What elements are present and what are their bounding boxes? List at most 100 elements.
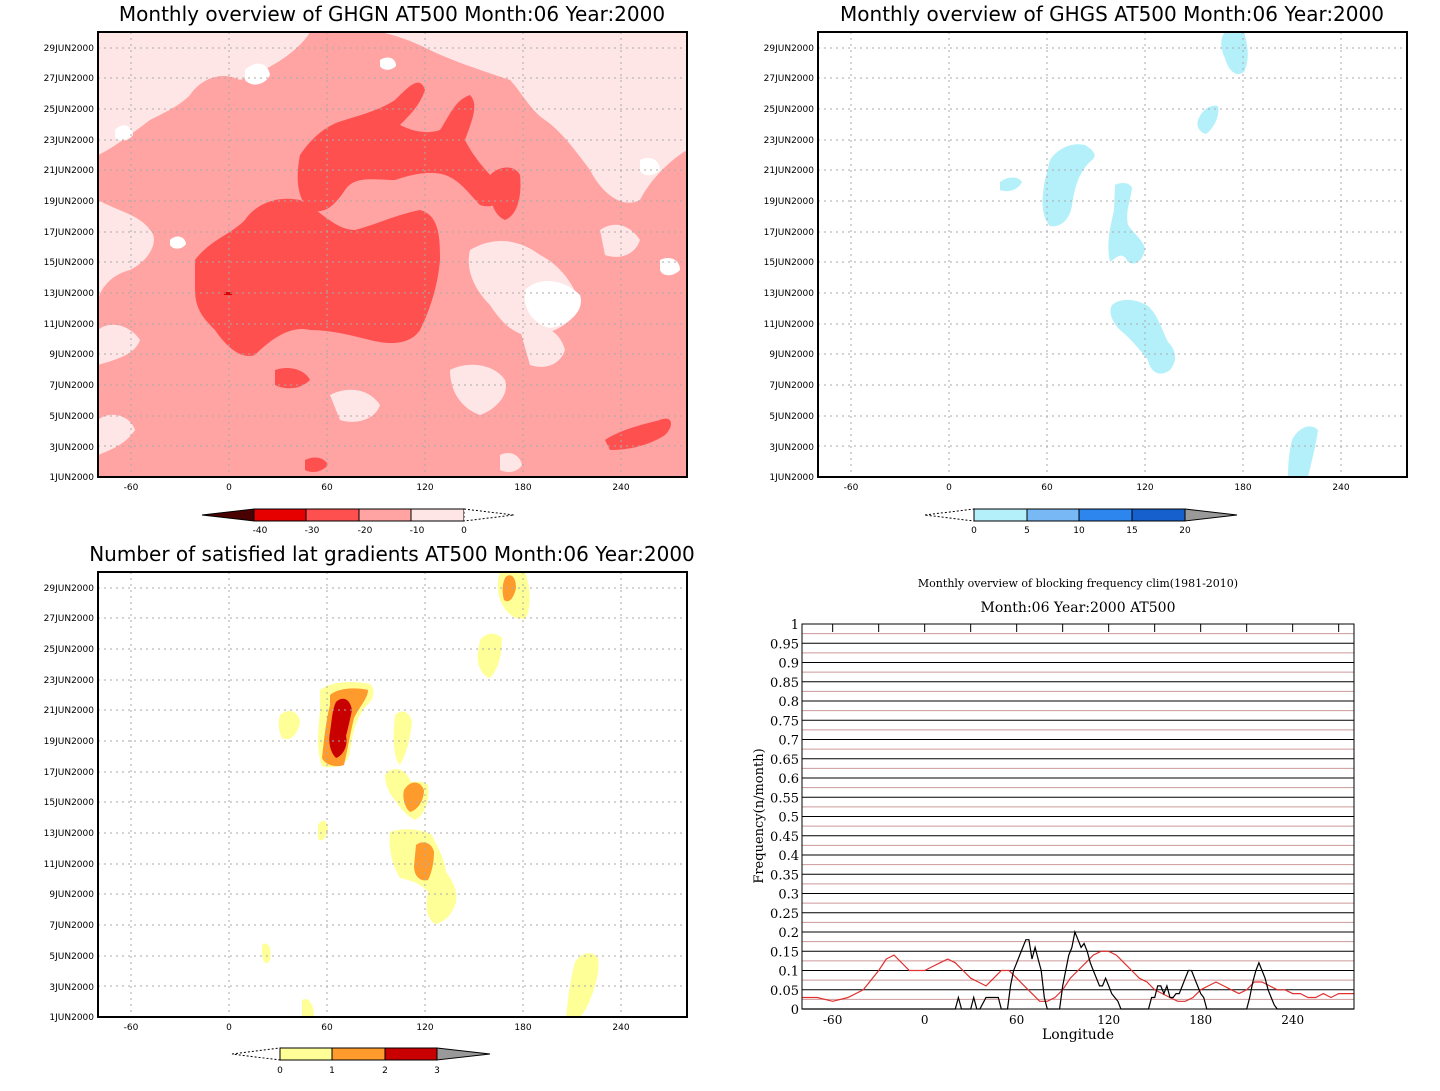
freq-y-tick-label: 0.6 <box>778 772 799 787</box>
y-tick-label: 1JUN2000 <box>49 1013 94 1023</box>
panel-ghgs: Monthly overview of GHGS AT500 Month:06 … <box>764 2 1408 536</box>
freq-x-tick-label: 180 <box>1189 1013 1212 1027</box>
gradients-colorbar: 0 1 2 3 <box>231 1047 491 1076</box>
colorbar-label: 3 <box>434 1066 440 1076</box>
freq-x-tick-label: -60 <box>823 1013 842 1027</box>
y-tick-label: 9JUN2000 <box>49 890 94 900</box>
y-tick-label: 5JUN2000 <box>49 412 94 422</box>
ghgs-grid <box>818 32 1407 477</box>
x-tick-label: 120 <box>1136 483 1153 493</box>
y-tick-label: 29JUN2000 <box>44 584 95 594</box>
ghgs-colorbar: 0 5 10 15 20 <box>924 508 1238 536</box>
gradients-contours <box>98 572 687 1017</box>
ghgn-title: Monthly overview of GHGN AT500 Month:06 … <box>119 2 665 26</box>
y-tick-label: 17JUN2000 <box>44 228 95 238</box>
colorbar-label: 15 <box>1126 526 1137 536</box>
colorbar-label: 20 <box>1179 526 1191 536</box>
y-tick-label: 25JUN2000 <box>764 105 815 115</box>
freq-y-tick-label: 0 <box>791 1003 799 1018</box>
freq-y-tick-label: 0.8 <box>778 695 799 710</box>
freq-x-tick-label: 0 <box>921 1013 929 1027</box>
x-tick-label: -60 <box>124 483 139 493</box>
x-tick-label: -60 <box>124 1023 139 1033</box>
ghgs-contours <box>818 32 1407 477</box>
y-tick-label: 23JUN2000 <box>44 676 95 686</box>
y-tick-label: 1JUN2000 <box>49 473 94 483</box>
panel-blocking-frequency: Monthly overview of blocking frequency c… <box>752 577 1355 1043</box>
colorbar-label: 0 <box>277 1066 283 1076</box>
freq-y-tick-label: 0.55 <box>770 791 799 806</box>
y-tick-label: 9JUN2000 <box>49 350 94 360</box>
y-tick-label: 27JUN2000 <box>44 614 95 624</box>
x-tick-label: 180 <box>514 1023 531 1033</box>
panel-ghgn: Monthly overview of GHGN AT500 Month:06 … <box>44 2 688 536</box>
freq-y-tick-label: 0.05 <box>770 984 799 999</box>
x-tick-label: 0 <box>226 1023 232 1033</box>
freq-frame <box>801 623 1355 1010</box>
panel-lat-gradients: Number of satisfied lat gradients AT500 … <box>44 542 695 1076</box>
y-tick-label: 7JUN2000 <box>49 381 94 391</box>
y-tick-label: 25JUN2000 <box>44 645 95 655</box>
ghgn-colorbar: -40 -30 -20 -10 0 <box>201 508 515 536</box>
gradients-y-axis: 1JUN2000 3JUN2000 5JUN2000 7JUN2000 9JUN… <box>44 584 95 1023</box>
colorbar-label: 0 <box>461 526 467 536</box>
freq-x-label: Longitude <box>1042 1027 1114 1043</box>
x-tick-label: 240 <box>1332 483 1349 493</box>
freq-y-tick-label: 0.1 <box>778 965 799 980</box>
x-tick-label: 180 <box>1234 483 1251 493</box>
freq-y-tick-label: 0.75 <box>770 714 799 729</box>
y-tick-label: 27JUN2000 <box>764 74 815 84</box>
freq-x-axis: -60 0 60 120 180 240 <box>823 624 1340 1027</box>
y-tick-label: 23JUN2000 <box>764 136 815 146</box>
ghgs-frame <box>817 31 1408 478</box>
freq-x-tick-label: 240 <box>1281 1013 1304 1027</box>
y-tick-label: 3JUN2000 <box>49 983 94 993</box>
colorbar-label: 5 <box>1024 526 1030 536</box>
x-tick-label: 240 <box>612 483 629 493</box>
gradients-title: Number of satisfied lat gradients AT500 … <box>89 542 695 566</box>
y-tick-label: 15JUN2000 <box>44 258 95 268</box>
y-tick-label: 23JUN2000 <box>44 136 95 146</box>
freq-x-tick-label: 120 <box>1097 1013 1120 1027</box>
y-tick-label: 13JUN2000 <box>44 829 95 839</box>
freq-subtitle: Month:06 Year:2000 AT500 <box>981 600 1176 616</box>
freq-y-tick-label: 0.4 <box>778 849 799 864</box>
y-tick-label: 7JUN2000 <box>49 921 94 931</box>
ghgs-y-axis: 1JUN2000 3JUN2000 5JUN2000 7JUN2000 9JUN… <box>764 44 815 483</box>
y-tick-label: 11JUN2000 <box>44 860 95 870</box>
y-tick-label: 17JUN2000 <box>44 768 95 778</box>
ghgn-contours <box>98 32 687 477</box>
y-tick-label: 21JUN2000 <box>44 166 95 176</box>
freq-y-tick-label: 0.15 <box>770 945 799 960</box>
freq-y-tick-label: 0.3 <box>778 888 799 903</box>
freq-y-tick-label: 0.2 <box>778 926 799 941</box>
x-tick-label: 120 <box>416 1023 433 1033</box>
colorbar-label: -10 <box>410 526 425 536</box>
freq-title: Monthly overview of blocking frequency c… <box>918 577 1238 590</box>
freq-y-tick-label: 0.65 <box>770 753 799 768</box>
freq-y-label: Frequency(n/month) <box>752 748 767 883</box>
y-tick-label: 9JUN2000 <box>769 350 814 360</box>
y-tick-label: 1JUN2000 <box>769 473 814 483</box>
ghgn-frame <box>97 31 688 478</box>
ghgs-x-axis: -60 0 60 120 180 240 <box>844 483 1350 493</box>
freq-gridlines <box>802 623 1354 1010</box>
x-tick-label: 0 <box>226 483 232 493</box>
ghgn-x-axis: -60 0 60 120 180 240 <box>124 483 630 493</box>
freq-y-tick-label: 0.25 <box>770 907 799 922</box>
y-tick-label: 11JUN2000 <box>764 320 815 330</box>
x-tick-label: 180 <box>514 483 531 493</box>
y-tick-label: 13JUN2000 <box>764 289 815 299</box>
freq-y-tick-label: 0.85 <box>770 676 799 691</box>
gradients-frame <box>97 571 688 1018</box>
y-tick-label: 21JUN2000 <box>764 166 815 176</box>
freq-y-tick-label: 0.35 <box>770 868 799 883</box>
y-tick-label: 27JUN2000 <box>44 74 95 84</box>
freq-series-line-1 <box>802 950 1354 1002</box>
colorbar-label: 10 <box>1073 526 1085 536</box>
y-tick-label: 13JUN2000 <box>44 289 95 299</box>
x-tick-label: 120 <box>416 483 433 493</box>
y-tick-label: 29JUN2000 <box>44 44 95 54</box>
y-tick-label: 3JUN2000 <box>49 443 94 453</box>
colorbar-label: -20 <box>358 526 373 536</box>
